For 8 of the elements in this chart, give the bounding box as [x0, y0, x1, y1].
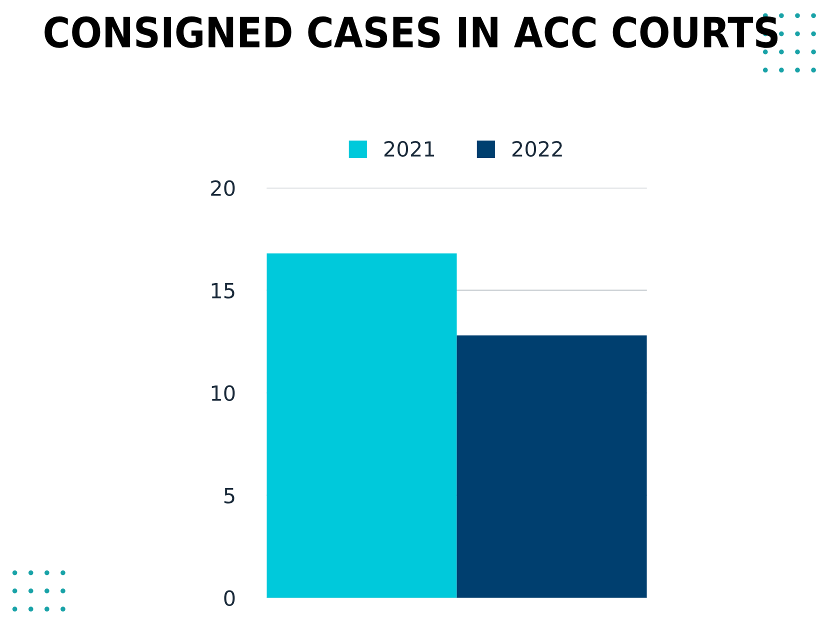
- y-tick-label: 15: [212, 283, 234, 299]
- chart-title: CONSIGNED CASES IN ACC COURTS: [44, 16, 778, 48]
- y-tick-label: 0: [224, 590, 235, 606]
- legend-label: 2021: [384, 141, 434, 157]
- legend-label: 2022: [512, 141, 562, 157]
- y-tick-label: 10: [212, 385, 235, 402]
- y-tick-label: 5: [224, 488, 234, 504]
- y-tick-label: 20: [211, 180, 235, 196]
